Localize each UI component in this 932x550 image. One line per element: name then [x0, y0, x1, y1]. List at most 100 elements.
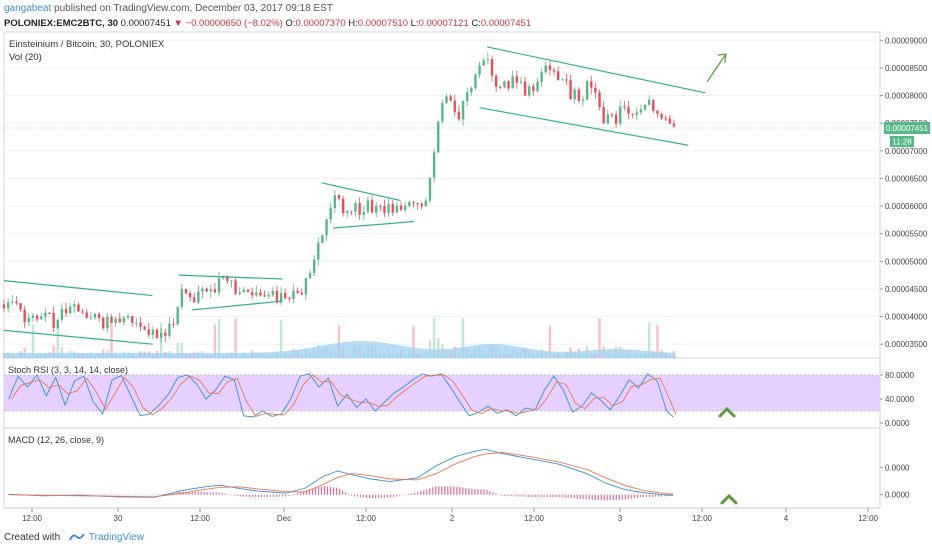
histogram-bar [329, 486, 332, 495]
price-badge-text: 0.00007451 [886, 124, 929, 133]
histogram-bar [161, 494, 163, 495]
candle-body [664, 118, 667, 120]
trend-line[interactable] [3, 280, 153, 297]
candle-body [56, 319, 59, 329]
trend-channel-lines[interactable] [3, 46, 706, 345]
histogram-bar [402, 494, 404, 496]
trend-line[interactable] [486, 46, 706, 94]
candle-body [77, 304, 80, 312]
rsi-pane-title: Stoch RSI (3, 3, 14, 14, close) [8, 365, 128, 375]
candle-body [585, 81, 589, 100]
candle-body [544, 65, 547, 73]
volume-bar [432, 318, 436, 358]
publisher-username[interactable]: gangabeat [4, 3, 52, 14]
candle-body [639, 109, 643, 113]
histogram-bar [299, 491, 302, 495]
trend-line[interactable] [178, 274, 283, 280]
candle-body [44, 312, 47, 317]
volume-bar [461, 318, 465, 358]
histogram-bar [579, 494, 581, 499]
histogram-bar [131, 494, 133, 496]
candle-body [193, 297, 196, 303]
histogram-bar [468, 488, 470, 495]
candle-body [470, 87, 473, 93]
trend-line[interactable] [321, 182, 401, 202]
histogram-bar [594, 494, 596, 500]
histogram-bar [215, 492, 217, 495]
histogram-bar [528, 494, 530, 497]
histogram-bar [128, 494, 130, 496]
histogram-bar [633, 494, 635, 499]
histogram-bar [576, 494, 578, 499]
histogram-bar [311, 488, 314, 495]
candle-body [180, 289, 184, 307]
low-value: 0.00007121 [418, 18, 469, 29]
histogram-bar [86, 494, 88, 495]
histogram-bar [570, 494, 572, 499]
histogram-bar [621, 494, 623, 500]
histogram-bar [612, 494, 614, 501]
candle-body [85, 312, 88, 318]
tradingview-brand[interactable]: TradingView [88, 532, 144, 543]
candle-body [135, 322, 138, 324]
histogram-bar [347, 494, 350, 495]
histogram-bar [254, 494, 256, 497]
histogram-bar [209, 492, 211, 495]
symbol-label: POLONIEX:EMC2BTC, 30 [4, 18, 119, 29]
candle-body [312, 259, 316, 273]
volume-bar [598, 318, 601, 358]
candle-body [610, 114, 614, 116]
candle-body [317, 242, 320, 260]
histogram-bar [465, 487, 467, 495]
close-label: C: [471, 18, 481, 29]
candle-body [131, 315, 134, 323]
trend-line[interactable] [332, 220, 414, 229]
candle-body [465, 92, 469, 102]
histogram-bar [74, 494, 76, 495]
histogram-bar [140, 494, 142, 496]
trend-line[interactable] [479, 107, 689, 146]
histogram-bar [573, 494, 575, 499]
candle-body [172, 323, 175, 325]
candle-body [118, 318, 121, 323]
candle-body [511, 76, 514, 89]
candle-body [602, 106, 605, 124]
histogram-bar [588, 494, 590, 500]
up-arrow-annotation[interactable] [706, 53, 727, 83]
histogram-bar [564, 494, 566, 498]
histogram-bar [188, 491, 190, 495]
created-with-label: Created with [4, 532, 61, 543]
histogram-bar [257, 494, 259, 498]
histogram-bar [350, 494, 353, 496]
histogram-bar [269, 494, 271, 497]
candle-body [197, 291, 200, 303]
candle-body [213, 289, 217, 293]
candle-body [139, 322, 142, 327]
candle-body [619, 106, 622, 124]
histogram-bar [609, 494, 611, 501]
histogram-bar [125, 494, 127, 496]
candle-body [432, 152, 436, 178]
histogram-bar [302, 491, 305, 495]
histogram-bar [116, 494, 118, 496]
price-badge [884, 122, 930, 134]
histogram-bar [110, 494, 112, 496]
histogram-bar [236, 494, 238, 497]
candle-body [341, 198, 345, 213]
candle-body [271, 290, 275, 296]
trend-line[interactable] [3, 329, 153, 345]
histogram-bar [489, 491, 491, 495]
histogram-bar [474, 488, 476, 495]
candle-body [515, 76, 519, 83]
histogram-bar [134, 494, 136, 496]
histogram-bar [89, 494, 91, 496]
candle-body [528, 86, 531, 96]
trend-line[interactable] [191, 300, 283, 311]
histogram-bar [83, 494, 85, 495]
candle-body [548, 65, 552, 70]
histogram-bar [654, 494, 656, 497]
histogram-bar [453, 486, 455, 495]
rsi-chevron-up-icon [718, 406, 736, 418]
candle-body [11, 301, 14, 303]
